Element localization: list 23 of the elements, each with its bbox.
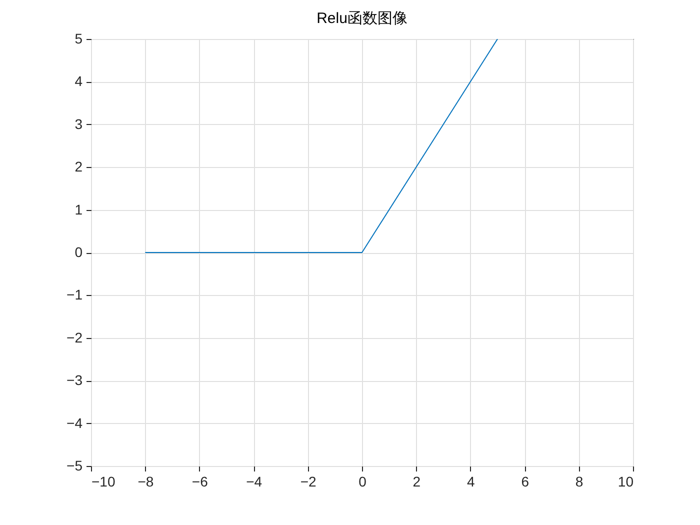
y-tick-label: 3 <box>74 116 83 132</box>
y-tick-label: −1 <box>66 286 83 303</box>
x-tick-label: −10 <box>92 474 116 490</box>
y-tick-label: 5 <box>74 30 83 46</box>
x-tick-label: −2 <box>300 474 316 490</box>
y-tick-label: −5 <box>66 458 83 474</box>
y-tick-label: 4 <box>74 73 83 90</box>
y-tick-label: 1 <box>74 201 83 218</box>
x-tick-label: 6 <box>521 474 530 490</box>
chart-title: Relu函数图像 <box>316 10 408 27</box>
y-tick-label: −3 <box>66 372 83 388</box>
x-tick-label: 10 <box>618 474 634 490</box>
y-tick-label: 0 <box>74 244 83 260</box>
x-tick-label: 8 <box>575 474 584 490</box>
y-tick-label: 2 <box>74 158 83 175</box>
x-tick-label: 0 <box>358 474 367 490</box>
x-tick-label: −8 <box>138 474 154 490</box>
x-tick-label: 2 <box>412 474 421 490</box>
x-tick-label: 4 <box>467 474 475 490</box>
y-tick-label: −2 <box>66 329 83 346</box>
y-tick-label: −4 <box>66 414 83 431</box>
x-tick-label: −4 <box>246 474 262 490</box>
x-tick-label: −6 <box>192 474 208 490</box>
